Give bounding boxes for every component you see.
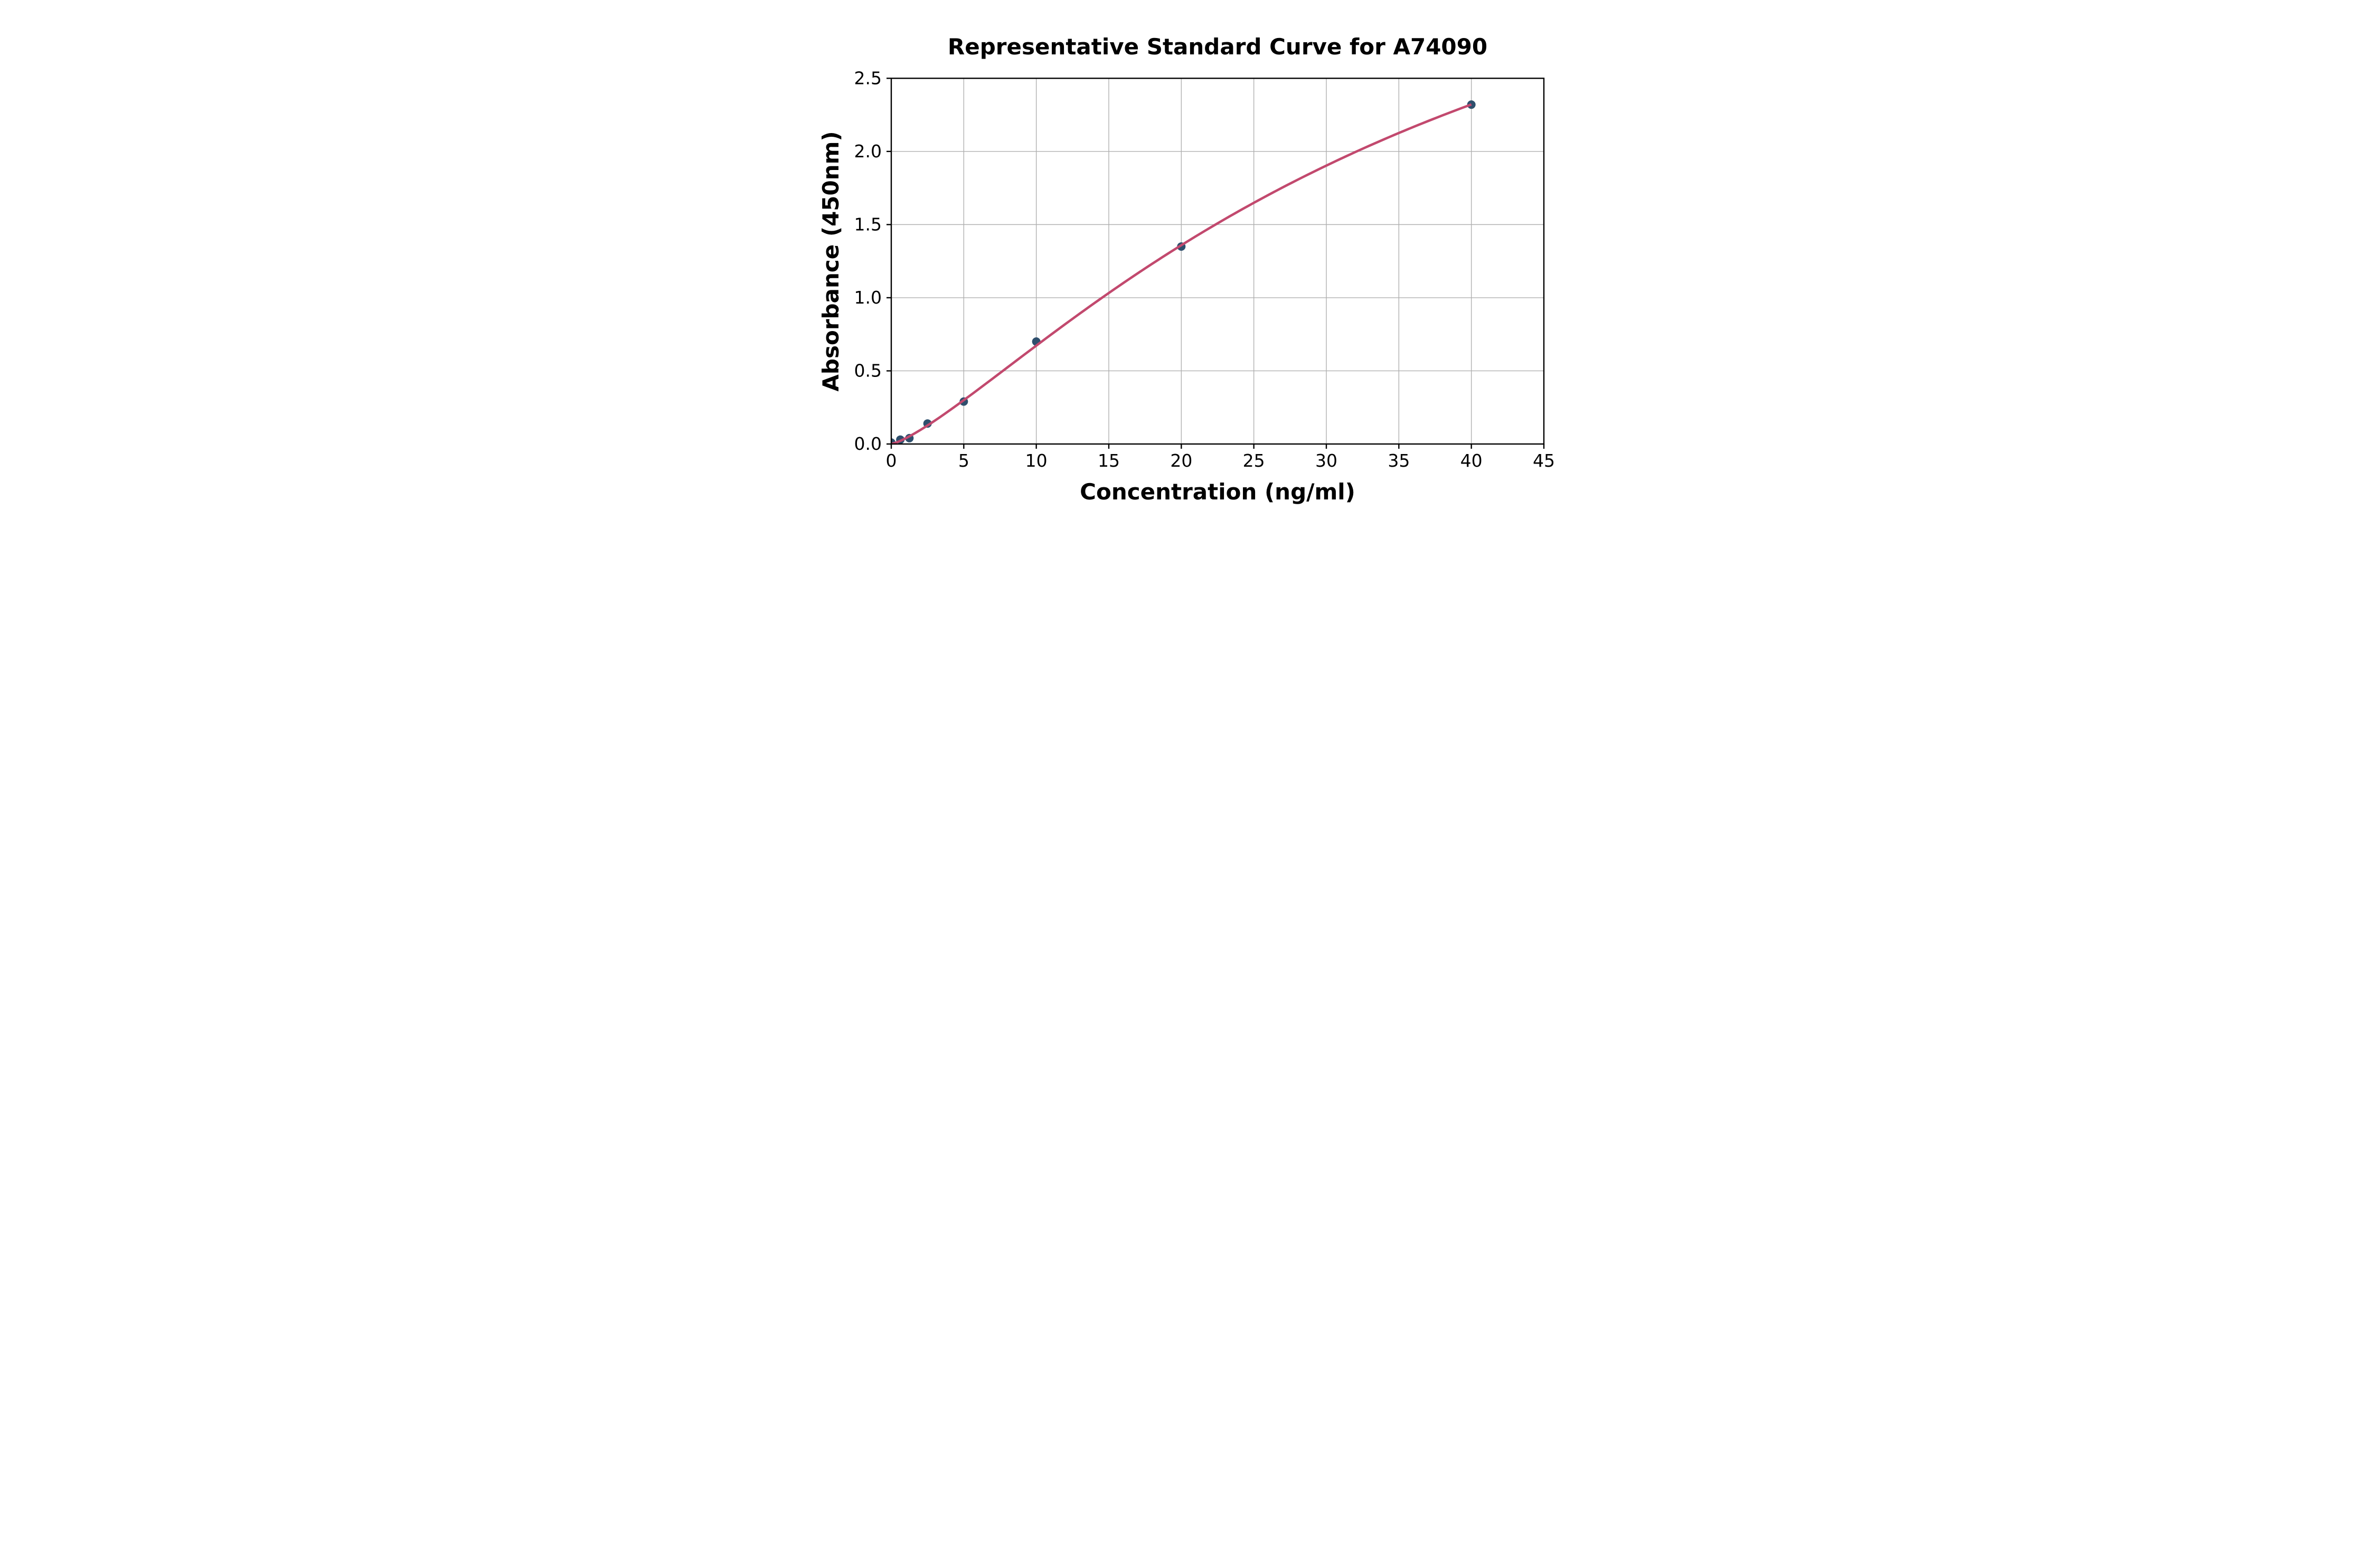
y-tick-label: 0.5 (854, 360, 882, 381)
y-tick-label: 1.0 (854, 287, 882, 308)
x-tick-label: 20 (1170, 450, 1192, 471)
fit-curve-line (891, 103, 1472, 445)
standard-curve-chart: 0 5 10 15 20 25 30 35 40 45 0.0 0.5 1.0 1.5 2.0 2.5 Rep… (818, 34, 1555, 505)
x-tick-label: 45 (1533, 450, 1555, 471)
y-tick-label: 0.0 (854, 433, 882, 454)
x-tick-label: 40 (1460, 450, 1483, 471)
y-tick-label: 2.0 (854, 141, 882, 162)
x-tick-label: 0 (886, 450, 897, 471)
tick-layer: 0 5 10 15 20 25 30 35 40 45 0.0 0.5 1.0 1.5 2.0 2.5 (854, 68, 1555, 471)
x-tick-label: 30 (1315, 450, 1337, 471)
plot-border (890, 78, 1545, 445)
x-tick-label: 25 (1243, 450, 1265, 471)
grid-layer (891, 78, 1544, 445)
x-tick-label: 10 (1025, 450, 1048, 471)
plot-title: Representative Standard Curve for A74090 (948, 34, 1487, 60)
plot-frame (890, 78, 1545, 445)
y-tick-label: 1.5 (854, 214, 882, 234)
standard-curve-figure: 0 5 10 15 20 25 30 35 40 45 0.0 0.5 1.0 1.5 2.0 2.5 Rep… (792, 0, 1584, 523)
x-axis-label: Concentration (ng/ml) (1080, 479, 1355, 505)
y-axis-label: Absorbance (450nm) (818, 131, 844, 391)
curve-layer (891, 103, 1472, 445)
x-tick-label: 5 (958, 450, 969, 471)
x-tick-label: 35 (1388, 450, 1410, 471)
y-tick-label: 2.5 (854, 68, 882, 88)
x-tick-label: 15 (1098, 450, 1120, 471)
